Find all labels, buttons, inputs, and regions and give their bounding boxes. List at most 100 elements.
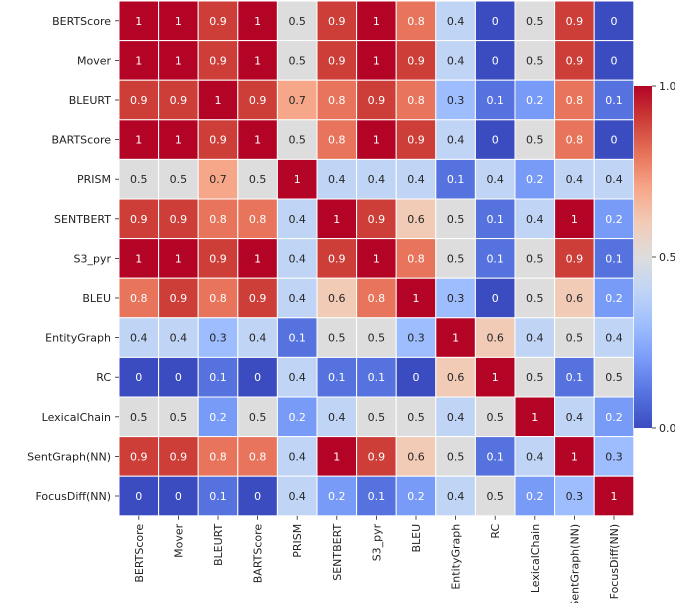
cell-value-label: 0.5 [288, 54, 306, 67]
cell-value-label: 0 [492, 292, 499, 305]
cell-value-label: 0.4 [447, 54, 465, 67]
y-tick-label: BLEU [82, 292, 111, 305]
cell-value-label: 0.8 [566, 94, 584, 107]
cell-value-label: 1 [373, 252, 380, 265]
cell-value-label: 0.9 [170, 94, 188, 107]
x-tick-label: BLEURT [212, 524, 225, 567]
cell-value-label: 0.4 [486, 173, 504, 186]
heatmap-cell [474, 198, 516, 240]
cell-value-label: 0.5 [447, 450, 465, 463]
cell-value-label: 0 [492, 15, 499, 28]
heatmap-cell [197, 119, 239, 160]
y-tick-label: BERTScore [52, 15, 111, 28]
cell-value-label: 0.2 [526, 94, 544, 107]
cell-value-label: 1 [254, 54, 261, 67]
cell-value-label: 0.9 [209, 252, 227, 265]
heatmap-cell [118, 119, 160, 160]
heatmap-cell [554, 119, 595, 160]
heatmap-cell [356, 238, 397, 279]
heatmap-cell [514, 238, 556, 279]
heatmap-cell [316, 40, 358, 81]
heatmap-cell [237, 198, 278, 240]
heatmap-cell [316, 0, 358, 42]
heatmap-cell [316, 436, 358, 477]
cell-value-label: 0.6 [328, 292, 346, 305]
heatmap-cell [276, 198, 318, 240]
cell-value-label: 0.9 [368, 450, 386, 463]
heatmap-cell [197, 356, 239, 398]
heatmap-cell [237, 277, 278, 319]
heatmap-cell [197, 40, 239, 81]
x-tick-label: BLEU [410, 524, 423, 553]
cell-value-label: 0.8 [407, 15, 425, 28]
cell-value-label: 0.6 [407, 450, 425, 463]
heatmap-cell [554, 0, 595, 42]
heatmap-cell [395, 198, 437, 240]
cell-value-label: 1 [452, 332, 459, 345]
cell-value-label: 0.2 [605, 411, 623, 424]
cell-value-label: 0.8 [209, 450, 227, 463]
heatmap-cell [237, 317, 278, 358]
cell-value-label: 0.4 [288, 292, 306, 305]
heatmap-cell [118, 238, 160, 279]
x-tick-label: FocusDiff(NN) [608, 524, 621, 600]
cell-value-label: 0.9 [249, 94, 267, 107]
cell-value-label: 1 [492, 371, 499, 384]
cell-value-label: 0.9 [130, 94, 148, 107]
heatmap-cell [276, 356, 318, 398]
cell-value-label: 0.1 [328, 371, 346, 384]
cell-value-label: 0.1 [486, 94, 504, 107]
colorbar-tick-label: 0.5 [659, 251, 675, 264]
cell-value-label: 0.9 [209, 15, 227, 28]
heatmap-cell [197, 198, 239, 240]
heatmap-cell [158, 79, 199, 121]
cell-value-label: 0.6 [566, 292, 584, 305]
heatmap-cell [593, 119, 635, 160]
cell-value-label: 0.9 [368, 213, 386, 226]
heatmap-cell [316, 238, 358, 279]
cell-value-label: 1 [571, 213, 578, 226]
cell-value-label: 0.4 [407, 173, 425, 186]
cell-value-label: 0.1 [566, 371, 584, 384]
cell-value-label: 0 [175, 490, 182, 503]
heatmap-cell [435, 119, 476, 160]
cell-value-label: 0.2 [605, 213, 623, 226]
heatmap-cell [237, 475, 278, 517]
x-tick-label: BERTScore [133, 524, 146, 583]
heatmap-cell [554, 396, 595, 438]
heatmap-cell [474, 0, 516, 42]
cell-value-label: 0.4 [249, 332, 267, 345]
cell-value-label: 1 [611, 490, 618, 503]
cell-value-label: 0.4 [288, 213, 306, 226]
heatmap-cell [356, 356, 397, 398]
cell-value-label: 0.2 [526, 173, 544, 186]
heatmap-cell [276, 436, 318, 477]
cell-value-label: 0.4 [170, 332, 188, 345]
cell-value-label: 0 [611, 54, 618, 67]
cell-value-label: 0.5 [526, 134, 544, 147]
cell-value-label: 0.9 [566, 54, 584, 67]
cell-value-label: 0.5 [328, 332, 346, 345]
heatmap-cell [237, 40, 278, 81]
heatmap-cell [158, 436, 199, 477]
heatmap-cell [158, 396, 199, 438]
heatmap-cell [197, 79, 239, 121]
heatmap-cell [118, 475, 160, 517]
heatmap-cell [237, 396, 278, 438]
cell-value-label: 0.5 [526, 54, 544, 67]
y-tick-label: SENTBERT [54, 213, 111, 226]
heatmap-cell [514, 317, 556, 358]
y-tick-label: RC [96, 371, 111, 384]
cell-value-label: 0.9 [328, 252, 346, 265]
cell-value-label: 0.5 [130, 173, 148, 186]
cell-value-label: 0.8 [130, 292, 148, 305]
cell-value-label: 0.5 [249, 411, 267, 424]
heatmap-cell [514, 277, 556, 319]
heatmap-cell [276, 238, 318, 279]
cell-value-label: 0.4 [368, 173, 386, 186]
cell-value-label: 1 [135, 54, 142, 67]
cell-value-label: 0.4 [526, 213, 544, 226]
cell-value-label: 1 [254, 134, 261, 147]
cell-value-label: 0.4 [288, 490, 306, 503]
heatmap-cell [197, 238, 239, 279]
